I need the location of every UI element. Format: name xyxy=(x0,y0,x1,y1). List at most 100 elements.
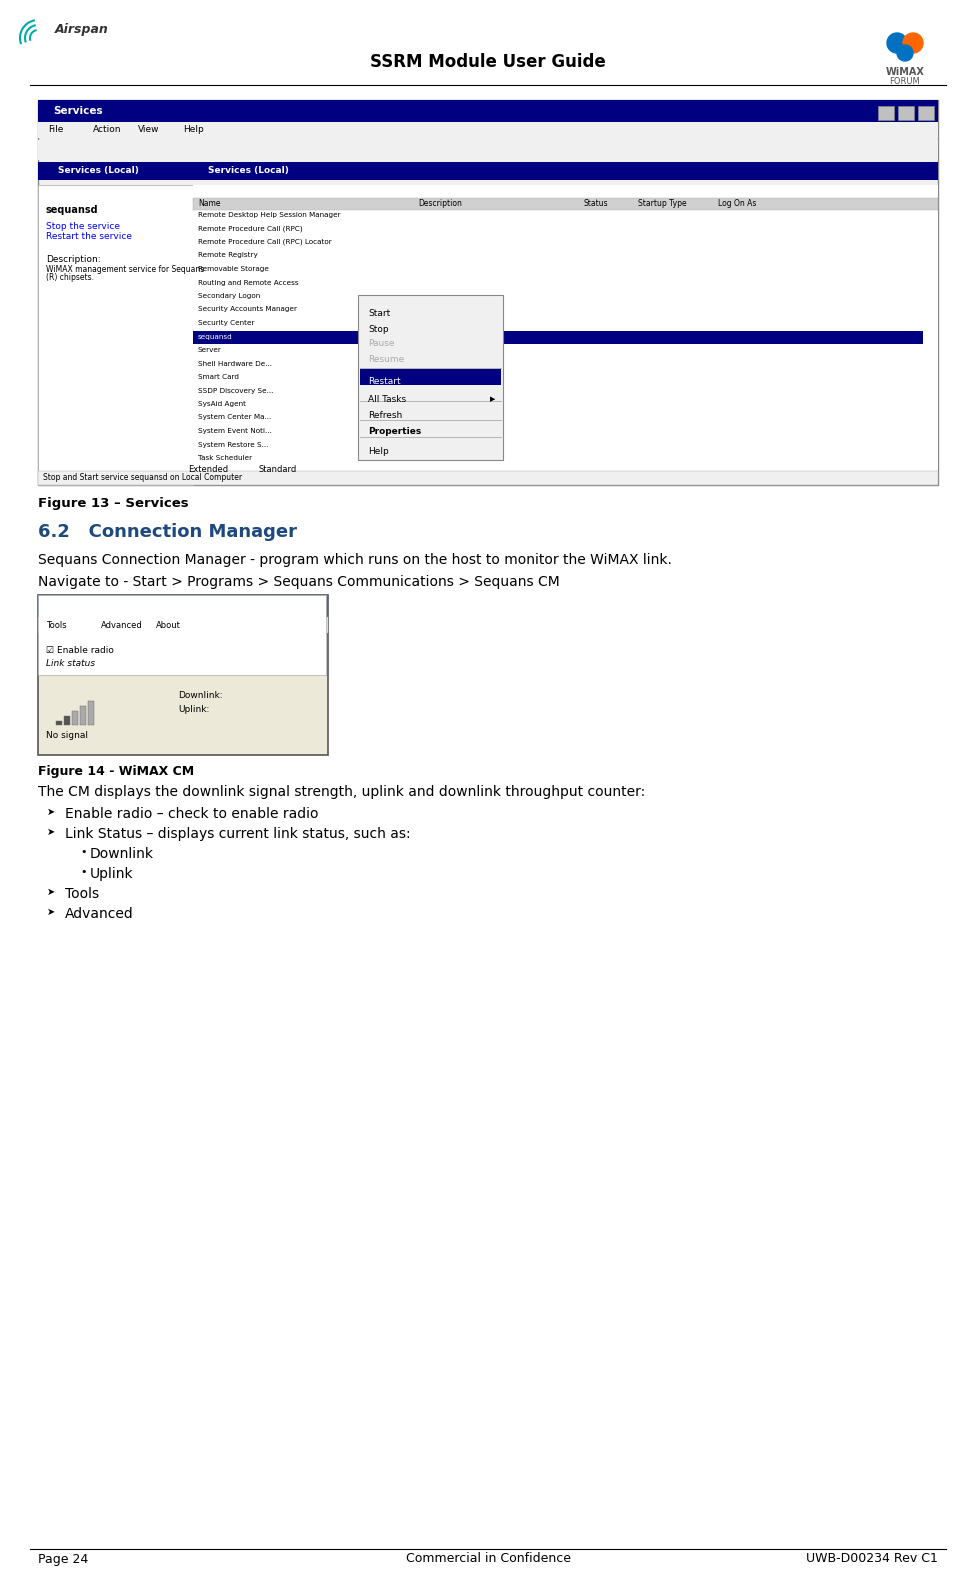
Text: ➤: ➤ xyxy=(47,827,55,836)
Bar xyxy=(88,701,94,725)
Text: sequansd: sequansd xyxy=(198,334,232,339)
Bar xyxy=(193,331,923,344)
Bar xyxy=(72,711,78,725)
Bar xyxy=(193,185,938,485)
Text: Shell Hardware De...: Shell Hardware De... xyxy=(198,361,272,367)
Text: ➤: ➤ xyxy=(47,806,55,817)
Text: System Center Ma...: System Center Ma... xyxy=(198,414,271,420)
Text: About: About xyxy=(156,620,181,629)
Text: Enable radio – check to enable radio: Enable radio – check to enable radio xyxy=(65,806,318,821)
Text: Tools: Tools xyxy=(65,886,100,901)
Bar xyxy=(193,198,938,210)
Text: Task Scheduler: Task Scheduler xyxy=(198,455,252,461)
Text: Airspan: Airspan xyxy=(55,24,108,36)
Text: Tools: Tools xyxy=(46,620,66,629)
Bar xyxy=(193,162,938,180)
Bar xyxy=(288,601,303,613)
Bar xyxy=(878,107,894,119)
Text: Remote Procedure Call (RPC): Remote Procedure Call (RPC) xyxy=(198,226,303,232)
Text: Help: Help xyxy=(368,447,388,455)
Text: The CM displays the downlink signal strength, uplink and downlink throughput cou: The CM displays the downlink signal stre… xyxy=(38,784,645,799)
Text: Start: Start xyxy=(368,309,390,319)
Text: Standard: Standard xyxy=(259,466,297,474)
Text: System Event Noti...: System Event Noti... xyxy=(198,428,271,435)
Text: Status: Status xyxy=(583,199,608,209)
Text: Uplink: Uplink xyxy=(90,868,134,882)
Bar xyxy=(38,595,328,755)
Bar xyxy=(38,595,328,617)
Text: UWB-D00234 Rev C1: UWB-D00234 Rev C1 xyxy=(806,1552,938,1566)
Bar xyxy=(360,369,501,384)
Text: 6.2   Connection Manager: 6.2 Connection Manager xyxy=(38,522,297,541)
Text: System Restore S...: System Restore S... xyxy=(198,441,268,447)
Bar xyxy=(268,601,283,613)
Circle shape xyxy=(897,46,913,61)
Text: Refresh: Refresh xyxy=(368,411,402,419)
Text: Uplink:: Uplink: xyxy=(178,706,210,714)
Text: (R) chipsets.: (R) chipsets. xyxy=(46,273,94,282)
Text: File: File xyxy=(48,126,63,135)
Text: FORUM: FORUM xyxy=(890,77,920,86)
Text: Extended: Extended xyxy=(188,466,228,474)
Text: Services (Local): Services (Local) xyxy=(208,166,289,176)
Text: Resume: Resume xyxy=(368,355,404,364)
Bar xyxy=(38,617,328,632)
Text: Downlink: Downlink xyxy=(90,847,154,861)
Text: Remote Procedure Call (RPC) Locator: Remote Procedure Call (RPC) Locator xyxy=(198,238,332,245)
Text: Description:: Description: xyxy=(46,256,101,264)
Bar xyxy=(38,122,938,138)
Text: Security Accounts Manager: Security Accounts Manager xyxy=(198,306,297,312)
Text: Downlink:: Downlink: xyxy=(178,690,223,700)
Circle shape xyxy=(903,33,923,53)
Text: Figure 13 – Services: Figure 13 – Services xyxy=(38,496,188,510)
Text: Restart: Restart xyxy=(368,377,400,386)
Text: Description: Description xyxy=(418,199,462,209)
Text: SSRM Module User Guide: SSRM Module User Guide xyxy=(370,53,606,71)
Bar xyxy=(38,140,938,160)
Bar xyxy=(64,715,70,725)
Text: Page 24: Page 24 xyxy=(38,1552,88,1566)
Bar xyxy=(918,107,934,119)
Text: All Tasks: All Tasks xyxy=(368,394,406,403)
Text: Stop and Start service sequansd on Local Computer: Stop and Start service sequansd on Local… xyxy=(43,474,242,483)
Text: •: • xyxy=(80,868,87,877)
Text: Advanced: Advanced xyxy=(101,620,142,629)
Text: Sequans WiMAX CM: Sequans WiMAX CM xyxy=(46,601,147,610)
Text: Properties: Properties xyxy=(368,427,422,436)
Bar xyxy=(38,185,193,485)
Text: Figure 14 - WiMAX CM: Figure 14 - WiMAX CM xyxy=(38,766,194,778)
Text: SysAid Agent: SysAid Agent xyxy=(198,402,246,406)
Text: Removable Storage: Removable Storage xyxy=(198,267,268,271)
Text: Help: Help xyxy=(183,126,204,135)
Text: SSDP Discovery Se...: SSDP Discovery Se... xyxy=(198,388,273,394)
Text: View: View xyxy=(138,126,159,135)
Text: Stop: Stop xyxy=(368,325,388,334)
Text: No signal: No signal xyxy=(46,731,88,739)
Text: Restart the service: Restart the service xyxy=(46,232,132,242)
Text: Services (Local): Services (Local) xyxy=(58,166,139,176)
Text: Stop the service: Stop the service xyxy=(46,221,120,231)
Text: Sequans Connection Manager - program which runs on the host to monitor the WiMAX: Sequans Connection Manager - program whi… xyxy=(38,552,671,566)
Bar xyxy=(38,100,938,485)
Text: WiMAX management service for Sequans: WiMAX management service for Sequans xyxy=(46,265,204,275)
Text: Action: Action xyxy=(93,126,121,135)
Text: Link status: Link status xyxy=(46,659,95,667)
Text: Remote Desktop Help Session Manager: Remote Desktop Help Session Manager xyxy=(198,212,341,218)
Text: ▶: ▶ xyxy=(490,395,495,402)
Text: Routing and Remote Access: Routing and Remote Access xyxy=(198,279,299,286)
Bar xyxy=(308,601,323,613)
Text: •: • xyxy=(80,847,87,857)
Text: sequansd: sequansd xyxy=(46,206,99,215)
Text: Navigate to - Start > Programs > Sequans Communications > Sequans CM: Navigate to - Start > Programs > Sequans… xyxy=(38,574,560,588)
Text: WiMAX: WiMAX xyxy=(885,67,924,77)
Text: ➤: ➤ xyxy=(47,886,55,897)
Text: Remote Registry: Remote Registry xyxy=(198,253,258,259)
Text: Startup Type: Startup Type xyxy=(638,199,687,209)
Text: Pause: Pause xyxy=(368,339,394,348)
Bar xyxy=(56,722,62,725)
Text: Advanced: Advanced xyxy=(65,907,134,921)
Text: Commercial in Confidence: Commercial in Confidence xyxy=(405,1552,571,1566)
Text: Link Status – displays current link status, such as:: Link Status – displays current link stat… xyxy=(65,827,411,841)
Bar xyxy=(38,100,938,122)
Text: Secondary Logon: Secondary Logon xyxy=(198,293,261,300)
